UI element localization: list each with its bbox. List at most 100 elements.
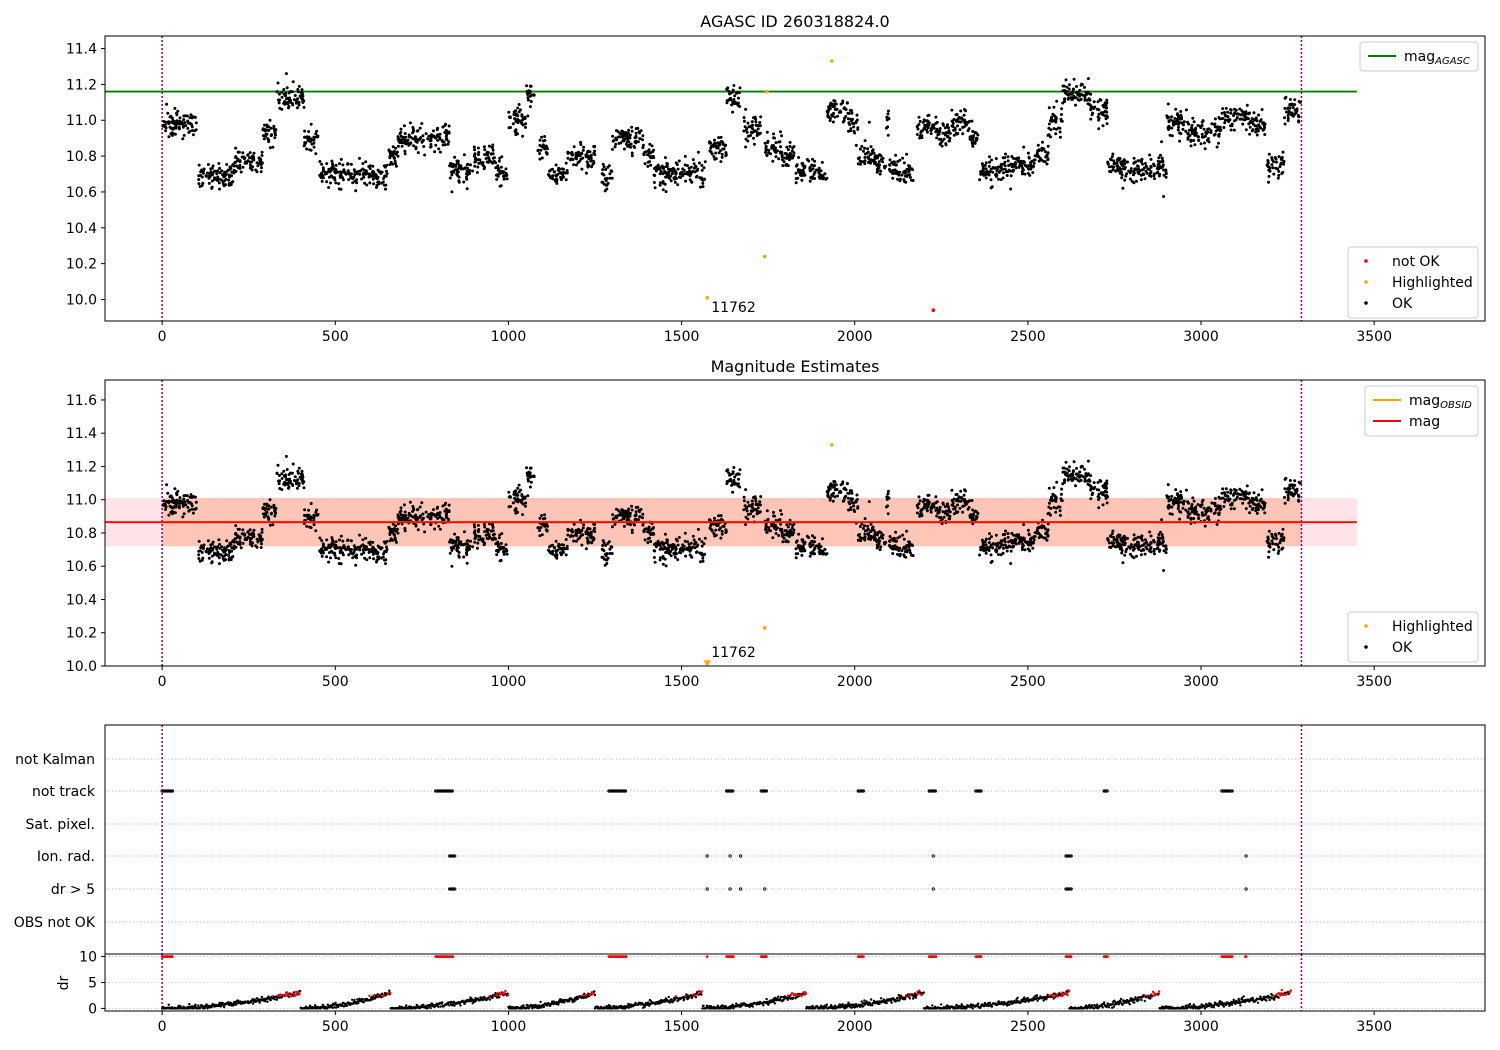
ok-point	[1113, 161, 1117, 165]
ok-point	[605, 176, 609, 180]
highlighted-point	[765, 89, 769, 94]
ok-point	[391, 145, 395, 149]
ok-point	[820, 160, 824, 164]
ok-point	[939, 141, 943, 145]
ok-point	[686, 164, 689, 168]
ok-point	[171, 498, 175, 502]
ok-point	[496, 164, 500, 168]
ok-point	[691, 534, 695, 538]
ok-point	[243, 161, 247, 165]
ok-point	[217, 181, 221, 185]
ok-point	[572, 163, 576, 167]
ok-point	[777, 534, 781, 537]
ok-point	[337, 557, 341, 560]
ok-point	[1097, 112, 1101, 116]
ok-point	[784, 152, 788, 156]
ok-point	[648, 531, 652, 535]
ok-point	[297, 484, 301, 488]
ok-point	[614, 142, 618, 146]
ok-point	[744, 488, 748, 492]
ok-point	[1234, 118, 1238, 122]
ok-point	[1059, 113, 1063, 116]
ok-point	[1270, 163, 1274, 167]
ok-point	[574, 163, 578, 167]
ok-point	[1140, 168, 1144, 172]
ok-point	[738, 468, 742, 472]
ok-point	[1265, 163, 1269, 167]
ok-point	[415, 138, 419, 142]
ok-point	[905, 543, 909, 547]
ok-point	[176, 109, 180, 113]
ok-point	[755, 134, 759, 137]
ok-point	[228, 541, 232, 545]
ok-point	[186, 499, 190, 502]
ok-point	[268, 498, 272, 502]
ok-point	[303, 143, 307, 147]
ok-point	[986, 547, 990, 551]
ok-point	[1190, 123, 1194, 127]
ok-point	[287, 473, 291, 476]
ok-point	[334, 540, 338, 544]
ok-point	[290, 102, 294, 105]
ok-point	[300, 469, 304, 473]
ok-point	[908, 173, 912, 177]
ok-point	[875, 167, 879, 171]
ok-point	[963, 118, 967, 122]
ok-point	[1089, 92, 1093, 96]
ok-point	[719, 536, 723, 540]
ok-point	[491, 156, 495, 160]
ok-point	[713, 516, 716, 520]
ok-point	[312, 516, 316, 520]
ok-point	[691, 545, 695, 549]
ok-point	[272, 505, 276, 509]
ok-point	[604, 168, 608, 171]
ok-point	[238, 159, 242, 163]
ok-point	[856, 533, 860, 537]
ok-point	[282, 101, 286, 105]
ok-point	[284, 94, 287, 98]
ok-point	[1083, 98, 1087, 102]
ok-point	[926, 114, 930, 118]
ok-point	[513, 117, 517, 121]
ok-point	[991, 546, 995, 550]
ok-point	[391, 538, 395, 542]
ok-point	[551, 174, 555, 178]
ok-point	[472, 523, 476, 527]
ok-point	[564, 178, 568, 182]
ok-point	[970, 141, 974, 145]
ok-point	[1268, 169, 1272, 173]
ok-point	[962, 504, 966, 508]
ok-point	[187, 131, 191, 134]
ok-point	[445, 516, 449, 520]
ok-point	[701, 181, 705, 185]
ok-point	[1109, 158, 1113, 162]
ok-point	[209, 543, 213, 547]
ok-point	[323, 548, 327, 552]
ok-point	[1046, 157, 1050, 161]
ok-point	[246, 530, 250, 534]
ok-point	[1111, 152, 1115, 156]
ok-point	[613, 522, 617, 526]
ok-point	[1295, 107, 1299, 111]
ok-point	[505, 549, 509, 553]
ok-point	[1202, 127, 1206, 131]
ok-point	[339, 171, 343, 175]
ok-point	[168, 125, 172, 129]
ok-point	[863, 524, 866, 528]
ok-point	[808, 168, 812, 172]
ok-point	[1005, 174, 1009, 177]
ok-point	[870, 529, 874, 533]
ok-point	[1263, 133, 1267, 136]
ok-point	[241, 165, 245, 169]
ok-point	[334, 556, 338, 560]
ok-point	[612, 517, 616, 520]
ok-point	[483, 525, 487, 529]
ok-point	[254, 168, 258, 172]
ok-point	[984, 167, 988, 171]
ok-point	[670, 169, 674, 173]
ok-point	[1267, 152, 1271, 156]
ok-point	[779, 151, 782, 155]
ok-point	[1002, 171, 1005, 175]
ok-point	[921, 120, 925, 124]
x-tick-label: 2500	[1010, 329, 1046, 345]
